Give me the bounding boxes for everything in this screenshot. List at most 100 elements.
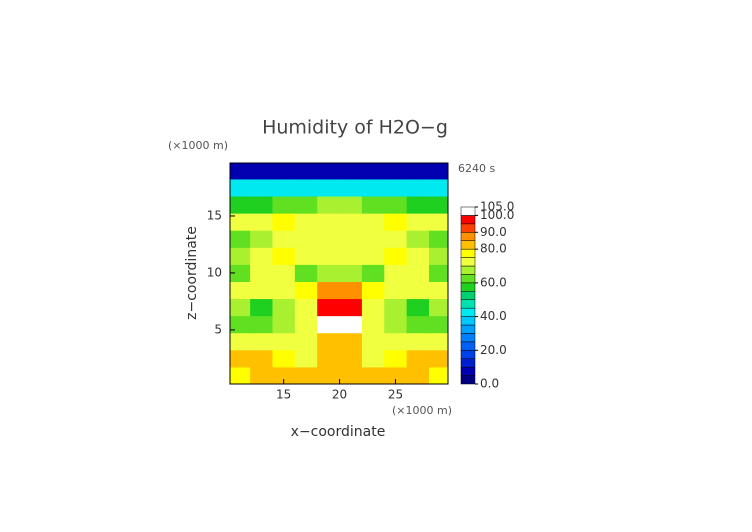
cell <box>384 264 408 282</box>
cell <box>294 213 318 231</box>
cell <box>361 315 385 334</box>
colorbar-band <box>460 248 476 258</box>
colorbar-band <box>460 366 476 376</box>
colorbar-band <box>460 316 476 326</box>
cell <box>339 178 363 197</box>
cell <box>361 298 385 317</box>
cell <box>406 178 430 197</box>
cell <box>230 213 251 231</box>
colorbar-band <box>460 375 476 385</box>
cell <box>317 247 341 265</box>
cell <box>272 196 296 214</box>
cell <box>428 230 448 248</box>
colorbar-label: 105.0 <box>480 200 514 214</box>
cell <box>361 196 385 214</box>
cell <box>406 366 430 384</box>
cell <box>272 264 296 282</box>
colorbar-band <box>460 299 476 309</box>
cell <box>294 247 318 265</box>
colorbar-band <box>460 206 476 216</box>
cell <box>384 196 408 214</box>
cell <box>272 281 296 300</box>
cell <box>384 178 408 197</box>
cell <box>317 281 341 300</box>
cell <box>294 264 318 282</box>
cell <box>250 247 273 265</box>
cell <box>339 281 363 300</box>
colorbar-band <box>460 350 476 359</box>
y-unit: (×1000 m) <box>168 139 228 152</box>
cell <box>250 178 273 197</box>
cell <box>384 247 408 265</box>
plot-frame <box>229 162 449 385</box>
cell <box>406 264 430 282</box>
cell <box>250 315 273 334</box>
cell <box>339 163 363 180</box>
cell <box>406 281 430 300</box>
cell <box>339 366 363 384</box>
time-label: 6240 s <box>458 162 495 175</box>
cell <box>406 332 430 351</box>
cell <box>406 247 430 265</box>
y-tick-label: 15 <box>207 208 222 222</box>
cell <box>428 332 448 351</box>
cell <box>428 349 448 368</box>
colorbar-band <box>460 341 476 351</box>
colorbar-band <box>460 240 476 250</box>
cell <box>317 213 341 231</box>
colorbar-band <box>460 282 476 292</box>
colorbar-band <box>460 215 476 225</box>
cell <box>428 213 448 231</box>
cell <box>361 178 385 197</box>
cell <box>272 298 296 317</box>
cell <box>250 264 273 282</box>
colorbar-label: 0.0 <box>480 377 499 391</box>
cell <box>294 332 318 351</box>
cell <box>406 349 430 368</box>
colorbar-band <box>460 358 476 368</box>
cell <box>317 230 341 248</box>
cell <box>230 178 251 197</box>
cell <box>406 163 430 180</box>
cell <box>317 298 341 317</box>
cell <box>230 230 251 248</box>
colorbar-label: 90.0 <box>480 225 507 239</box>
colorbar-label: 60.0 <box>480 275 507 289</box>
colorbar-band <box>460 223 476 233</box>
cell <box>428 264 448 282</box>
cell <box>317 315 341 334</box>
cell <box>272 332 296 351</box>
cell <box>384 230 408 248</box>
cell <box>294 281 318 300</box>
cell <box>250 332 273 351</box>
colorbar-band <box>460 291 476 300</box>
cell <box>384 281 408 300</box>
cell <box>406 213 430 231</box>
cell <box>428 315 448 334</box>
cell <box>361 349 385 368</box>
cell <box>250 298 273 317</box>
cell <box>428 178 448 197</box>
x-unit: (×1000 m) <box>392 404 452 417</box>
cell <box>384 163 408 180</box>
x-tick-label: 25 <box>388 388 403 402</box>
cell <box>294 315 318 334</box>
cell <box>272 247 296 265</box>
cell <box>428 163 448 180</box>
colorbar-label: 100.0 <box>480 208 514 222</box>
cell <box>406 315 430 334</box>
cell <box>272 349 296 368</box>
cell <box>294 163 318 180</box>
cell <box>294 196 318 214</box>
x-tick-label: 20 <box>332 388 347 402</box>
y-tick-label: 5 <box>214 322 222 336</box>
cell <box>428 281 448 300</box>
cell <box>406 298 430 317</box>
cell <box>384 332 408 351</box>
cell <box>272 366 296 384</box>
cell <box>272 178 296 197</box>
colorbar-band <box>460 265 476 275</box>
colorbar-band <box>460 257 476 267</box>
cell <box>339 247 363 265</box>
